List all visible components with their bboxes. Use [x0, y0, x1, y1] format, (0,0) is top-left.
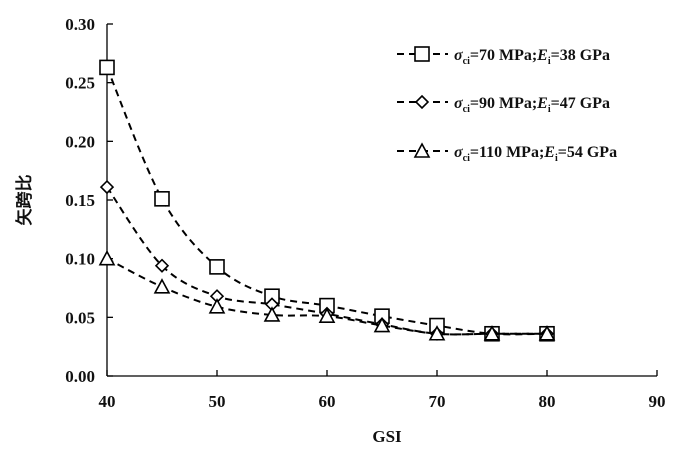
data-point-diamond [99, 179, 115, 195]
legend-part-mid: =70 MPa; [470, 47, 537, 64]
legend-part-sym2: E [543, 144, 555, 161]
y-axis-title: 矢跨比 [14, 175, 34, 226]
series-3 [98, 249, 556, 341]
data-point-triangle [428, 325, 446, 341]
legend-label: σci=70 MPa;Ei=38 GPa [454, 47, 610, 67]
legend-label: σci=110 MPa;Ei=54 GPa [454, 144, 617, 164]
y-tick-label: 0.25 [65, 74, 95, 93]
legend-part-sym1: σ [454, 144, 463, 161]
legend-marker-square [414, 46, 430, 62]
legend-marker-triangle [413, 142, 431, 158]
series-line [106, 67, 548, 336]
legend-entry: σci=90 MPa;Ei=47 GPa [397, 94, 610, 115]
data-point-triangle [153, 278, 171, 294]
legend-part-sym1: σ [454, 95, 463, 112]
legend-part-tail: =54 GPa [558, 144, 617, 161]
legend-part-sub2: i [555, 153, 558, 164]
x-tick-label: 80 [539, 392, 556, 411]
legend-part-sub2: i [548, 104, 551, 115]
legend-label: σci=90 MPa;Ei=47 GPa [454, 95, 610, 115]
data-point-triangle [373, 316, 391, 333]
axes: 0.00 0.05 0.10 0.15 0.20 0.25 0.30 40 50 60 70 80 90 [65, 15, 665, 411]
legend-entry: σci=70 MPa;Ei=38 GPa [397, 46, 610, 67]
legend-part-mid: =90 MPa; [470, 95, 537, 112]
legend-part-sub1: ci [463, 56, 470, 67]
legend-part-sub1: ci [463, 104, 470, 115]
x-tick-label: 40 [99, 392, 116, 411]
data-point-triangle [483, 325, 501, 341]
legend-entry: σci=110 MPa;Ei=54 GPa [397, 142, 617, 164]
data-point-square [154, 191, 170, 207]
y-tick-label: 0.00 [65, 367, 95, 386]
data-point-triangle [98, 249, 116, 266]
legend-part-sym2: E [536, 95, 548, 112]
legend-part-mid: =110 MPa; [470, 144, 544, 161]
y-tick-label: 0.05 [65, 308, 95, 327]
legend-part-tail: =47 GPa [551, 95, 610, 112]
legend-part-sub2: i [548, 56, 551, 67]
data-point-diamond [154, 258, 170, 273]
data-point-triangle [538, 325, 556, 341]
legend-part-tail: =38 GPa [551, 47, 610, 64]
x-tick-label: 70 [429, 392, 446, 411]
data-point-triangle [318, 307, 336, 323]
legend-marker-diamond [414, 94, 430, 110]
y-tick-label: 0.10 [65, 250, 95, 269]
legend-part-sub1: ci [463, 153, 470, 164]
series-line [106, 257, 547, 336]
y-tick-label: 0.15 [65, 191, 95, 210]
x-tick-label: 50 [209, 392, 226, 411]
data-point-square [209, 259, 225, 275]
data-point-triangle [208, 298, 226, 314]
y-tick-label: 0.20 [65, 132, 95, 151]
series-layer [98, 59, 556, 342]
x-tick-label: 90 [649, 392, 666, 411]
x-tick-label: 60 [319, 392, 336, 411]
data-point-triangle [263, 306, 281, 322]
legend-part-sym1: σ [454, 47, 463, 64]
x-axis-title: GSI [372, 427, 402, 446]
legend-part-sym2: E [536, 47, 548, 64]
y-tick-label: 0.30 [65, 15, 95, 34]
data-point-square [99, 59, 115, 76]
